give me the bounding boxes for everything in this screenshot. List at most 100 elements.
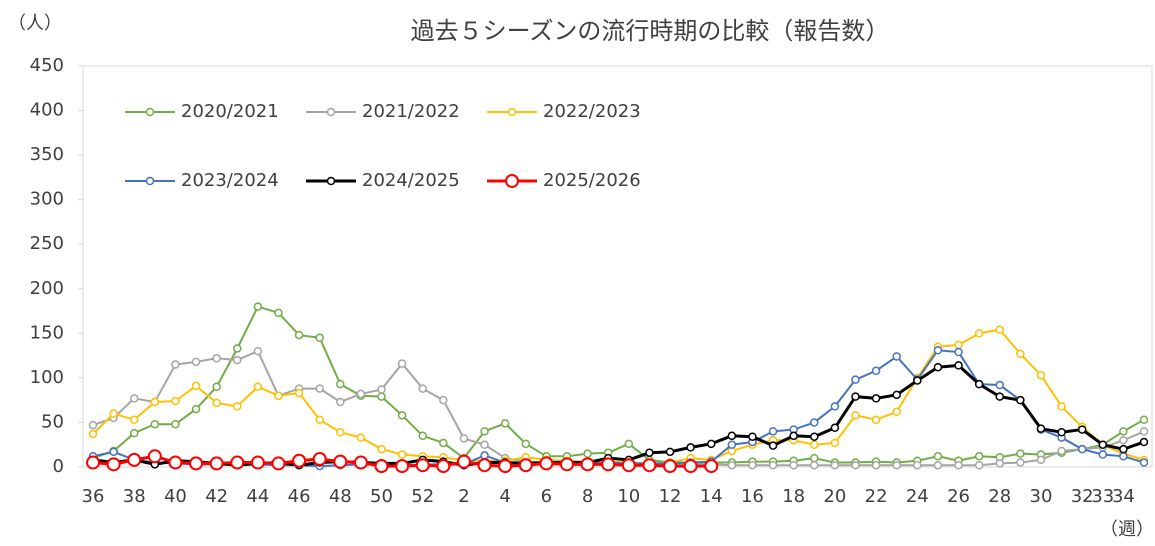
point [480, 427, 489, 436]
point [521, 439, 531, 449]
point [583, 449, 592, 458]
point [212, 398, 221, 408]
point [86, 455, 100, 470]
point [851, 460, 860, 470]
legend-label: 2020/2021 [181, 101, 279, 122]
point [913, 460, 922, 470]
point [727, 460, 737, 470]
point [810, 418, 819, 427]
point [397, 359, 407, 368]
point [250, 455, 265, 470]
point [1036, 455, 1046, 465]
point [642, 458, 657, 473]
y-tick-label: 50 [41, 411, 64, 432]
legend-marker [507, 107, 517, 117]
point [150, 397, 160, 407]
y-tick-label: 0 [53, 456, 64, 477]
point [851, 392, 860, 401]
point [704, 459, 719, 474]
point [871, 394, 881, 403]
point [1016, 349, 1025, 359]
point [727, 431, 737, 441]
point [253, 302, 263, 311]
x-tick-label: 46 [288, 486, 311, 507]
point [315, 384, 324, 393]
point [1057, 427, 1066, 437]
x-tick-label: 28 [988, 486, 1011, 507]
point [1016, 395, 1025, 405]
series-line [92, 328, 1145, 465]
y-tick-label: 450 [30, 55, 64, 76]
point [621, 458, 636, 473]
point [974, 460, 984, 470]
x-tick-label: 4 [499, 486, 510, 507]
point [830, 402, 840, 411]
point [624, 439, 634, 449]
point [1119, 427, 1128, 436]
x-unit: （週） [1100, 519, 1154, 540]
point [397, 411, 407, 420]
point [171, 419, 180, 429]
point [892, 407, 901, 417]
point [892, 352, 901, 361]
point [439, 395, 448, 405]
x-tick-label: 52 [411, 486, 434, 507]
point [663, 459, 678, 474]
x-tick-label: 32 [1071, 486, 1094, 507]
point [1098, 450, 1108, 459]
point [191, 404, 201, 414]
point [377, 444, 386, 454]
point [498, 459, 513, 474]
point [810, 432, 819, 441]
point [480, 440, 489, 449]
x-tick-label: 40 [164, 486, 187, 507]
point [88, 429, 98, 439]
point [377, 385, 386, 394]
point [415, 458, 430, 473]
legend-label: 2021/2022 [362, 101, 460, 122]
x-tick-label: 36 [82, 486, 105, 507]
point [913, 376, 922, 385]
point [1139, 427, 1149, 436]
point [171, 396, 180, 406]
y-tick-label: 350 [30, 144, 64, 165]
point [683, 459, 698, 474]
point [1036, 370, 1046, 380]
point [995, 392, 1004, 401]
point [933, 460, 943, 470]
point [353, 455, 368, 470]
point [559, 457, 574, 472]
point [851, 375, 860, 384]
point [665, 447, 675, 457]
series-line [92, 305, 1145, 464]
point [230, 455, 245, 470]
point [171, 360, 180, 369]
point [933, 346, 943, 355]
point [810, 460, 819, 470]
point [1057, 402, 1066, 411]
legend-marker [145, 176, 155, 186]
point [106, 457, 121, 472]
point [294, 388, 304, 398]
point [377, 392, 386, 401]
point [810, 453, 819, 463]
point [871, 415, 881, 425]
point [933, 452, 943, 461]
point [233, 355, 242, 365]
point [871, 460, 881, 470]
x-tick-label: 44 [246, 486, 269, 507]
point [439, 438, 448, 448]
point [871, 366, 881, 376]
point [954, 347, 963, 357]
point [129, 415, 139, 425]
point [686, 443, 695, 452]
point [995, 380, 1004, 390]
point [395, 459, 410, 474]
legend-label: 2023/2024 [181, 170, 279, 191]
point [109, 409, 118, 418]
point [233, 402, 242, 411]
point [271, 456, 286, 471]
point [109, 447, 118, 457]
point [789, 460, 798, 470]
point [292, 453, 307, 468]
